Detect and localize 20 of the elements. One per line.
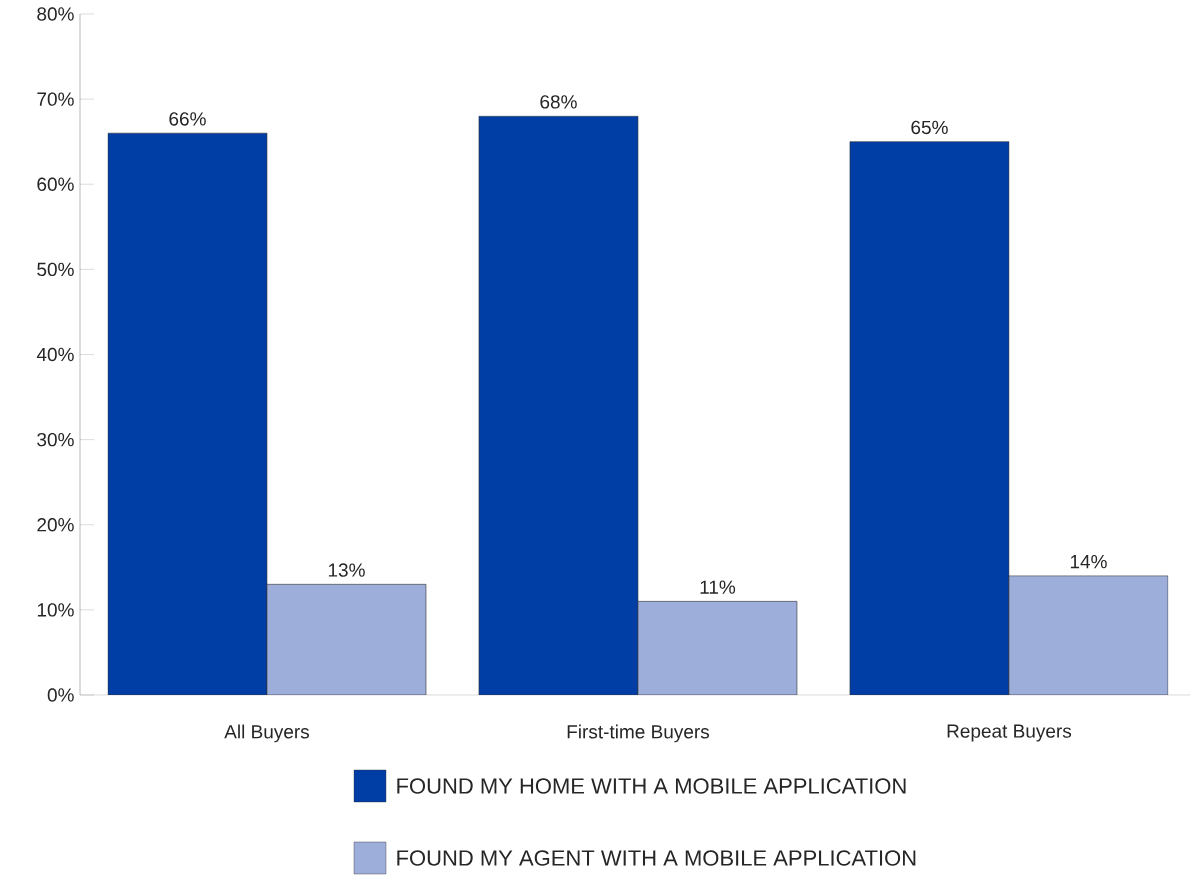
- x-tick-label: All Buyers: [224, 724, 310, 743]
- data-label: 11%: [700, 580, 736, 594]
- legend-label: FOUND MY AGENT WITH A MOBILE APPLICATION: [397, 850, 916, 866]
- data-label: 13%: [328, 563, 365, 577]
- y-tick-label: 60%: [37, 177, 74, 191]
- data-label: 65%: [911, 120, 948, 135]
- y-tick-label: 70%: [37, 92, 74, 106]
- y-tick-label: 10%: [37, 603, 74, 617]
- data-label: 66%: [169, 112, 206, 126]
- y-tick-label: 20%: [37, 518, 74, 532]
- data-label: 68%: [540, 95, 577, 109]
- y-tick-label: 50%: [37, 262, 74, 277]
- x-tick-label: Repeat Buyers: [947, 724, 1072, 742]
- y-tick-label: 0%: [47, 688, 74, 702]
- x-tick-label: First-time Buyers: [567, 724, 710, 743]
- y-tick-label: 30%: [37, 432, 74, 447]
- data-label: 14%: [1070, 555, 1107, 569]
- y-tick-label: 40%: [36, 347, 74, 362]
- y-tick-label: 80%: [37, 7, 74, 21]
- legend-label: FOUND MY HOME WITH A MOBILE APPLICATION: [397, 778, 906, 794]
